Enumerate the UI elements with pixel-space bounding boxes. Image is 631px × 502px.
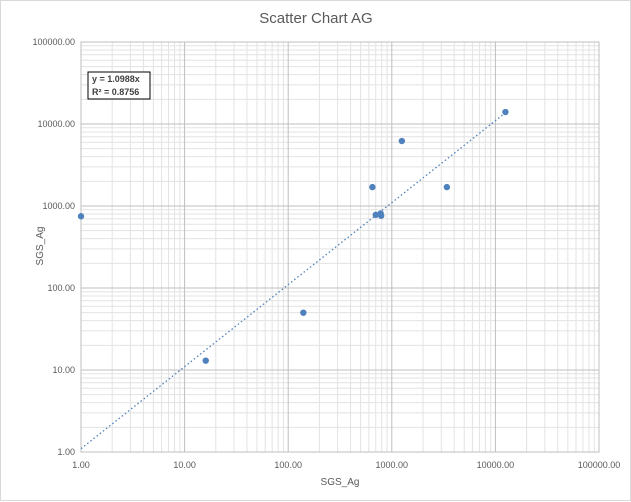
plot-area [80, 41, 600, 453]
data-point [372, 211, 379, 219]
y-tick-label: 1.00 [57, 447, 75, 457]
trendline-equation-box: y = 1.0988x R² = 0.8756 [87, 71, 151, 100]
trendline-equation: y = 1.0988x [92, 74, 140, 84]
data-point [202, 357, 209, 364]
trendline-r-squared: R² = 0.8756 [92, 87, 139, 97]
data-point [369, 183, 376, 191]
y-tick-label: 10.00 [52, 365, 75, 375]
y-tick-label: 100.00 [47, 283, 75, 293]
x-tick-label: 10.00 [173, 460, 196, 470]
grid-lines [80, 41, 600, 453]
trendline [80, 112, 506, 450]
x-axis-title: SGS_Ag [321, 477, 360, 488]
data-point [77, 213, 85, 220]
x-tick-label: 1.00 [72, 460, 90, 470]
tick-labels: 1.00 10.00 100.00 1000.00 10000.00 100000.00 1… [32, 37, 620, 470]
y-axis-title: SGS_Ag [35, 227, 46, 266]
data-points [77, 108, 509, 364]
chart-title: Scatter Chart AG [259, 10, 372, 27]
x-tick-label: 10000.00 [477, 460, 515, 470]
x-tick-label: 100000.00 [578, 460, 621, 470]
y-tick-label: 100000.00 [32, 37, 75, 47]
x-tick-label: 100.00 [274, 460, 302, 470]
data-point [502, 108, 509, 116]
data-point [443, 183, 451, 191]
y-tick-label: 1000.00 [42, 201, 75, 211]
x-tick-label: 1000.00 [376, 460, 409, 470]
data-point [377, 212, 385, 219]
y-tick-label: 10000.00 [37, 119, 75, 129]
data-point [300, 309, 307, 316]
data-point [398, 137, 406, 145]
